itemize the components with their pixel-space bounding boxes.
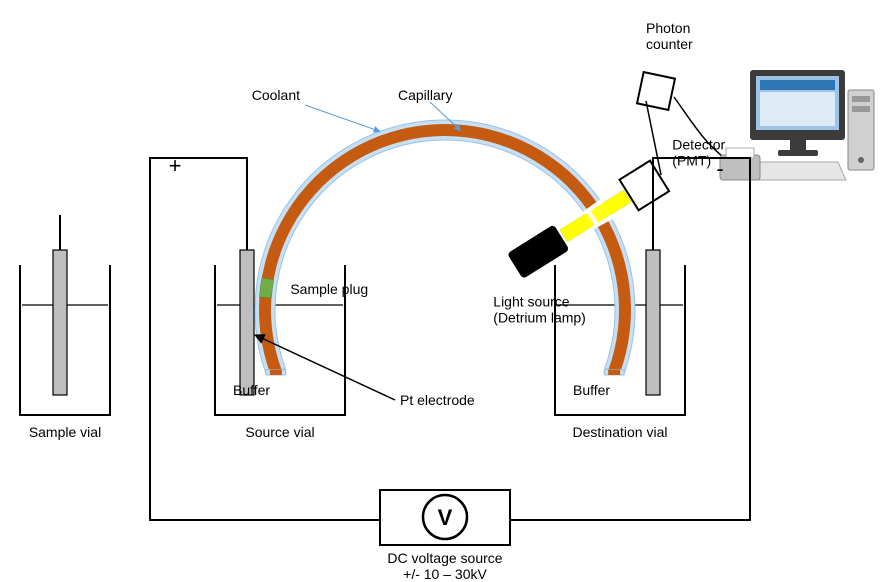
plus-sign: + — [169, 153, 182, 178]
sample-vial-label: Sample vial — [29, 424, 101, 440]
capillary-label: Capillary — [398, 87, 452, 103]
buffer-left-label: Buffer — [233, 382, 270, 398]
photon-counter — [637, 72, 675, 110]
buffer-right-label: Buffer — [573, 382, 610, 398]
capillary-drop-right — [608, 370, 620, 375]
capillary-tube — [259, 124, 631, 374]
sample-plug-label: Sample plug — [290, 281, 368, 297]
voltmeter-v: V — [438, 505, 453, 530]
computer — [720, 70, 874, 180]
coolant-label: Coolant — [252, 87, 300, 103]
coolant-leader — [305, 105, 380, 131]
dc-range-label: +/- 10 – 30kV — [403, 566, 487, 582]
destination-electrode — [646, 215, 660, 395]
minus-sign: - — [716, 156, 723, 181]
photon-counter-label: Photoncounter — [646, 20, 693, 52]
destination-vial-label: Destination vial — [573, 424, 668, 440]
source-electrode — [240, 215, 254, 395]
source-vial-label: Source vial — [245, 424, 314, 440]
sample-electrode — [53, 215, 67, 395]
light-source-label: Light source(Detrium lamp) — [493, 294, 586, 326]
capillary-drop-left — [270, 370, 282, 375]
dc-voltage-label: DC voltage source — [387, 550, 502, 566]
coolant-sleeve — [255, 120, 635, 375]
light-source-lamp — [507, 224, 570, 279]
pt-electrode-label: Pt electrode — [400, 392, 475, 408]
sample-plug — [259, 278, 273, 298]
